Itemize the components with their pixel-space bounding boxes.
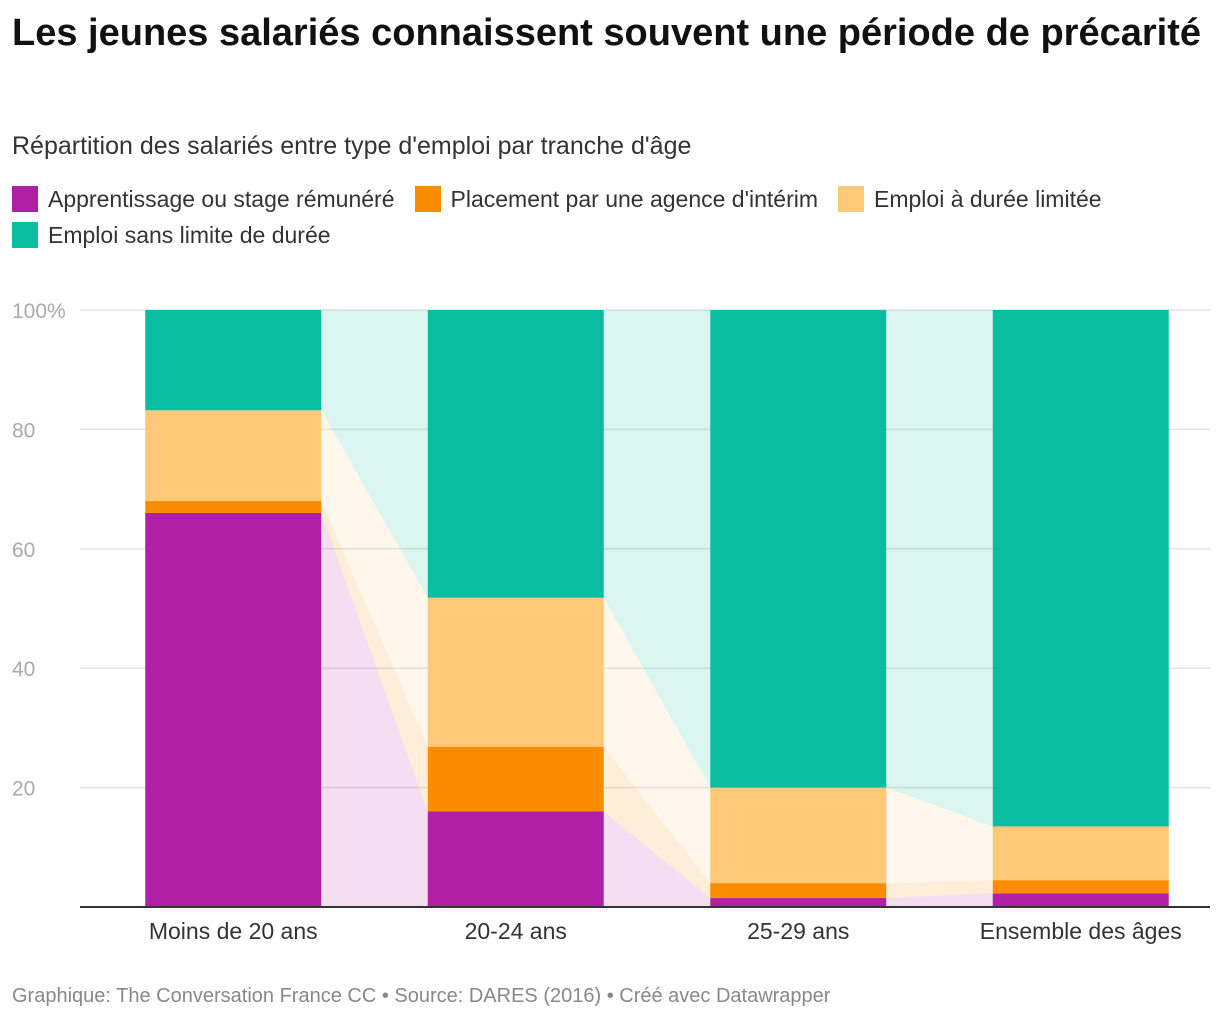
bar-segment-emploi-a-duree-limitee	[427, 597, 604, 748]
bar-segment-emploi-sans-limite-de-duree	[427, 310, 604, 598]
x-tick-label: Moins de 20 ans	[149, 918, 318, 944]
connector-band-apprentissage-ou-stage-remunere	[603, 811, 711, 907]
x-tick-label: 20-24 ans	[465, 918, 567, 944]
connector-band-emploi-a-duree-limitee	[886, 787, 993, 884]
connector-band-apprentissage-ou-stage-remunere	[321, 512, 428, 907]
bar-segment-placement-par-une-agence-d-interim	[145, 501, 322, 513]
bar-segment-apprentissage-ou-stage-remunere	[427, 811, 604, 907]
bar-segment-apprentissage-ou-stage-remunere	[710, 898, 887, 907]
chart-footer: Graphique: The Conversation France CC • …	[12, 985, 831, 1007]
bar-segment-emploi-a-duree-limitee	[992, 826, 1169, 881]
connector-band-apprentissage-ou-stage-remunere	[886, 893, 993, 907]
legend-swatch	[414, 186, 441, 212]
x-tick-label: 25-29 ans	[747, 918, 849, 944]
connector-band-emploi-sans-limite-de-duree	[886, 310, 993, 827]
bar-segment-emploi-sans-limite-de-duree	[145, 310, 322, 411]
bar-segment-placement-par-une-agence-d-interim	[992, 880, 1169, 894]
y-tick-label: 40	[12, 658, 35, 681]
legend-item-duree-limitee: Emploi à durée limitée	[838, 184, 1102, 214]
y-tick-label: 100%	[12, 300, 66, 323]
bar-segment-emploi-a-duree-limitee	[710, 787, 887, 884]
bar-segment-apprentissage-ou-stage-remunere	[992, 893, 1169, 907]
legend-swatch	[838, 186, 864, 212]
y-tick-label: 60	[12, 539, 35, 562]
connector-band-emploi-a-duree-limitee	[321, 410, 428, 748]
bar-segment-placement-par-une-agence-d-interim	[427, 747, 604, 812]
legend-label: Placement par une agence d'intérim	[450, 185, 819, 212]
y-tick-label: 80	[12, 419, 35, 442]
connector-band-emploi-a-duree-limitee	[603, 597, 711, 884]
connector-band-placement-par-une-agence-d-interim	[321, 501, 428, 812]
y-tick-label: 20	[12, 778, 35, 801]
chart-subtitle: Répartition des salariés entre type d'em…	[12, 132, 692, 160]
legend-swatch	[12, 222, 38, 248]
legend-item-apprentissage: Apprentissage ou stage rémunéré	[12, 184, 395, 214]
connector-band-emploi-sans-limite-de-duree	[603, 310, 711, 788]
bar-segment-emploi-a-duree-limitee	[145, 410, 322, 502]
chart-title: Les jeunes salariés connaissent souvent …	[12, 12, 1202, 54]
legend-item-sans-limite: Emploi sans limite de durée	[12, 220, 331, 250]
connector-band-emploi-sans-limite-de-duree	[321, 310, 428, 598]
legend-label: Apprentissage ou stage rémunéré	[48, 185, 395, 212]
bar-segment-apprentissage-ou-stage-remunere	[145, 512, 322, 907]
bar-segment-emploi-sans-limite-de-duree	[992, 310, 1169, 827]
legend-label: Emploi sans limite de durée	[48, 221, 331, 248]
legend-label: Emploi à durée limitée	[874, 185, 1102, 212]
stacked-bar-chart: 100% 80 60 40 20 Moins de 20 ans 20-24 ans 25-2…	[12, 300, 1210, 944]
legend-swatch	[12, 186, 38, 212]
connector-band-placement-par-une-agence-d-interim	[886, 880, 993, 899]
legend: Apprentissage ou stage rémunéré Placemen…	[12, 184, 1202, 250]
legend-item-interim: Placement par une agence d'intérim	[414, 184, 819, 214]
bar-segment-emploi-sans-limite-de-duree	[710, 310, 887, 788]
connector-band-placement-par-une-agence-d-interim	[603, 747, 711, 899]
x-tick-label: Ensemble des âges	[980, 918, 1182, 944]
bar-segment-placement-par-une-agence-d-interim	[710, 883, 887, 899]
